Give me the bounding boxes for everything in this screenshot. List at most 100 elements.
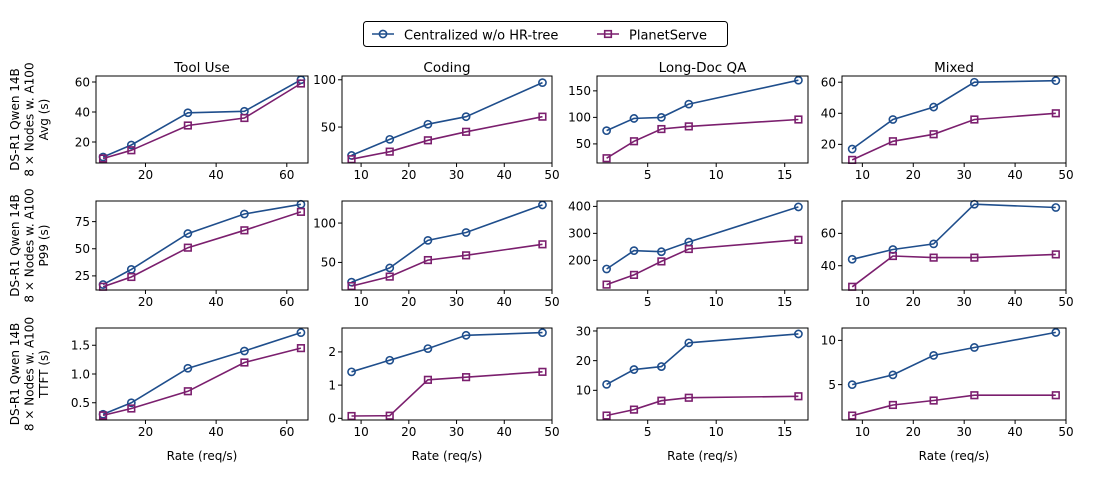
y-tick-label: 1.0	[71, 367, 90, 381]
x-tick-label: 30	[957, 425, 972, 439]
planetserve-point	[888, 400, 898, 410]
x-tick-label: 5	[644, 425, 652, 439]
panel-frame	[596, 200, 809, 291]
centralized-point	[656, 362, 666, 371]
panel-r2-c1: 10 20 30 40 50 0 1 2	[328, 327, 560, 439]
planetserve-point	[98, 411, 108, 420]
x-tick-label: 20	[401, 295, 416, 309]
panel-frame	[596, 327, 809, 421]
y-tick-label: 2	[328, 345, 336, 359]
centralized-point	[794, 75, 803, 85]
centralized-point	[183, 108, 193, 118]
panel-frame	[841, 327, 1067, 421]
centralized-point	[423, 119, 433, 129]
x-tick-label: 40	[208, 425, 223, 439]
legend-entry-planetserve: PlanetServe	[597, 29, 707, 44]
y-tick-label: 150	[568, 84, 591, 98]
x-tick-label: 40	[497, 295, 512, 309]
panel-r2-c3: 10 20 30 40 50 5 10	[821, 327, 1074, 439]
y-tick-label: 60	[75, 75, 90, 89]
centralized-point	[969, 343, 979, 352]
x-tick-label: 15	[777, 295, 792, 309]
centralized-point	[684, 338, 694, 348]
x-tick-label: 20	[401, 425, 416, 439]
planetserve-point	[183, 121, 192, 130]
x-tick-label: 20	[906, 295, 921, 309]
planetserve-point	[461, 251, 471, 260]
x-tick-label: 5	[644, 295, 652, 309]
x-tick-label: 40	[208, 168, 223, 182]
planetserve-point	[929, 253, 938, 262]
centralized-point	[602, 126, 611, 136]
series-line-centralized	[851, 79, 1056, 150]
y-tick-label: 50	[75, 242, 90, 256]
planetserve-point	[1051, 391, 1060, 400]
centralized-point	[239, 346, 249, 356]
panel-frame	[341, 327, 553, 421]
row-label: DS-R1 Qwen 14B	[8, 68, 22, 171]
planetserve-point	[1051, 250, 1060, 259]
x-tick-label: 30	[957, 168, 972, 182]
planetserve-point	[296, 344, 306, 353]
centralized-point	[629, 114, 639, 123]
centralized-point	[656, 247, 666, 257]
planetserve-point	[1051, 109, 1060, 118]
series-line-centralized	[606, 206, 799, 270]
panel-r0-c2: 5 10 15 50 100 150	[568, 75, 809, 182]
y-tick-label: 5	[828, 378, 836, 392]
x-tick-label: 10	[855, 295, 870, 309]
panel-r2-c2: 5 10 15 10 20 30	[576, 324, 809, 439]
centralized-point	[1051, 76, 1061, 86]
y-tick-label: 100	[568, 111, 591, 125]
y-tick-label: 20	[576, 354, 591, 368]
x-tick-label: 20	[906, 425, 921, 439]
x-tick-label: 20	[906, 168, 921, 182]
centralized-point	[385, 134, 395, 144]
panel-r1-c1: 10 20 30 40 50 50 100	[313, 200, 560, 309]
planetserve-point	[794, 392, 803, 401]
series-line-planetserve	[606, 239, 799, 286]
centralized-point	[847, 254, 857, 264]
planetserve-point	[98, 154, 108, 163]
x-tick-label: 10	[353, 168, 368, 182]
centralized-point	[385, 355, 395, 365]
centralized-point	[929, 351, 939, 360]
planetserve-point	[657, 257, 666, 266]
centralized-point	[629, 365, 639, 374]
planetserve-point	[629, 405, 639, 414]
x-tick-label: 60	[279, 168, 294, 182]
x-axis-label: Rate (req/s)	[919, 449, 990, 463]
planetserve-point	[538, 367, 547, 376]
series-line-centralized	[351, 204, 543, 283]
panel-r0-c0: 20 40 60 20 40 60	[75, 75, 309, 182]
series-line-planetserve	[102, 82, 302, 160]
legend-label: PlanetServe	[629, 29, 707, 44]
planetserve-point	[461, 127, 471, 136]
panel-frame	[341, 200, 553, 291]
series-line-centralized	[852, 331, 1056, 386]
y-tick-label: 100	[313, 73, 336, 87]
y-tick-label: 10	[576, 384, 591, 398]
planetserve-point	[385, 272, 394, 281]
planetserve-point	[461, 373, 471, 382]
planetserve-point	[296, 79, 306, 88]
centralized-point	[347, 367, 356, 377]
x-tick-label: 20	[401, 168, 416, 182]
x-tick-label: 60	[279, 295, 294, 309]
planetserve-point	[423, 136, 433, 145]
planetserve-point	[848, 155, 857, 164]
series-line-planetserve	[851, 253, 1056, 288]
centralized-point	[929, 102, 939, 112]
row-label: TTFT (s)	[37, 350, 51, 399]
planetserve-point	[385, 411, 394, 420]
series-line-planetserve	[102, 347, 302, 417]
y-tick-label: 200	[568, 254, 591, 268]
planetserve-point	[240, 358, 249, 367]
y-tick-label: 100	[313, 216, 336, 230]
y-tick-label: 1	[328, 378, 336, 392]
series-line-centralized	[606, 333, 799, 386]
legend-frame	[363, 21, 728, 47]
legend-entry-centralized: Centralized w/o HR-tree	[372, 29, 558, 44]
x-tick-label: 20	[138, 168, 153, 182]
series-line-planetserve	[351, 115, 543, 160]
